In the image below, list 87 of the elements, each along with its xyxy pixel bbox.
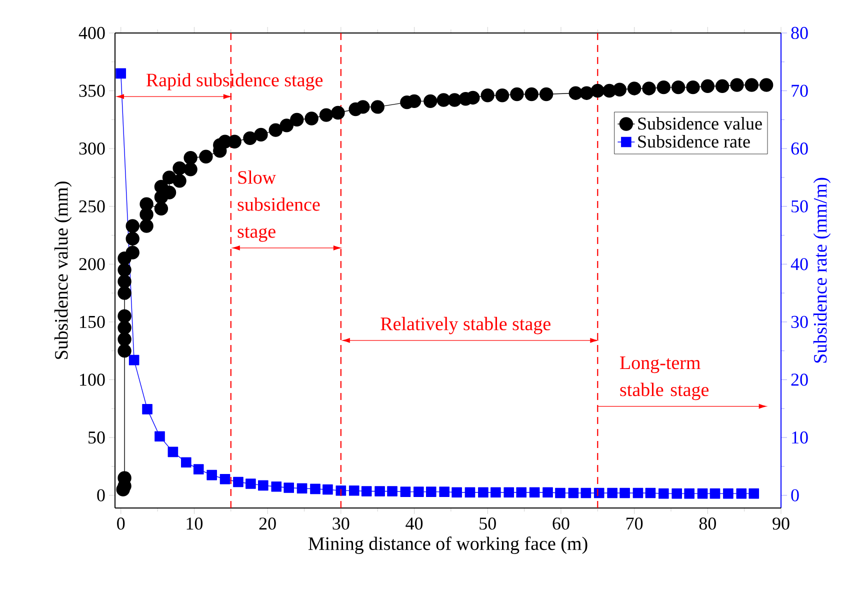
point bbox=[296, 483, 308, 494]
point bbox=[116, 68, 126, 79]
point bbox=[206, 470, 217, 480]
x-tick-label: 0 bbox=[117, 518, 125, 530]
y-tick-label: 300 bbox=[79, 142, 105, 155]
point bbox=[452, 487, 462, 498]
y-tick-label: 0 bbox=[97, 489, 105, 502]
point bbox=[620, 488, 630, 498]
annotation: Slow subsidence stage bbox=[238, 170, 320, 242]
point bbox=[128, 354, 140, 366]
y-tick-label: 200 bbox=[79, 258, 105, 270]
y2-tick-label: 50 bbox=[792, 200, 808, 212]
y2-tick-label: 40 bbox=[790, 258, 808, 270]
point bbox=[310, 484, 320, 494]
x-tick-label: 90 bbox=[772, 518, 790, 530]
y-tick-label: 350 bbox=[79, 84, 105, 97]
point bbox=[246, 478, 256, 489]
point bbox=[414, 486, 424, 497]
x-tick-label: 60 bbox=[552, 518, 570, 530]
point bbox=[400, 486, 411, 497]
x-tick-label: 30 bbox=[332, 518, 350, 530]
point bbox=[426, 486, 436, 497]
y2-tick-label: 10 bbox=[792, 431, 808, 444]
y2-tick-label: 60 bbox=[791, 142, 808, 155]
point bbox=[516, 487, 527, 498]
x-tick-label: 40 bbox=[406, 518, 423, 530]
point bbox=[464, 487, 476, 498]
y-tick-label: 50 bbox=[88, 431, 105, 444]
point bbox=[387, 486, 398, 496]
point bbox=[193, 464, 204, 474]
point bbox=[181, 457, 192, 468]
x-tick-label: 80 bbox=[699, 518, 716, 530]
y2-tick-label: 70 bbox=[792, 84, 808, 97]
point bbox=[748, 488, 760, 499]
point bbox=[271, 481, 282, 492]
point bbox=[439, 486, 450, 497]
point bbox=[154, 431, 165, 442]
point bbox=[348, 486, 360, 496]
y-tick-label: 400 bbox=[78, 26, 105, 40]
point bbox=[361, 486, 372, 496]
x-tick-label: 50 bbox=[480, 518, 496, 530]
point bbox=[710, 488, 720, 499]
point bbox=[284, 482, 294, 493]
point bbox=[478, 487, 488, 498]
point bbox=[322, 484, 333, 495]
point bbox=[580, 488, 592, 498]
point bbox=[736, 488, 747, 499]
point bbox=[684, 488, 694, 499]
point bbox=[168, 446, 178, 458]
point bbox=[220, 474, 230, 484]
point bbox=[607, 488, 618, 498]
point bbox=[555, 488, 566, 498]
x-axis-title: Mining distance of working face (m) bbox=[308, 536, 588, 554]
x-tick-label: 10 bbox=[186, 518, 203, 530]
point bbox=[258, 480, 268, 491]
y-axis-title: Subsidence value (mm) bbox=[54, 182, 72, 359]
point bbox=[632, 488, 644, 498]
legend-label: Subsidence value bbox=[638, 117, 762, 130]
point bbox=[594, 488, 604, 498]
point bbox=[672, 488, 682, 499]
point bbox=[658, 488, 669, 499]
point bbox=[568, 488, 579, 498]
point bbox=[490, 487, 501, 498]
annotation: Relatively stable stage bbox=[380, 316, 550, 334]
y2-tick-label: 20 bbox=[791, 374, 808, 386]
legend-label: Subsidence rate bbox=[638, 135, 750, 148]
y2-tick-label: 30 bbox=[791, 316, 808, 328]
point bbox=[336, 486, 346, 496]
point bbox=[504, 487, 514, 498]
y2-tick-label: 0 bbox=[791, 489, 799, 502]
point bbox=[374, 486, 385, 496]
point bbox=[645, 488, 656, 498]
y-tick-label: 100 bbox=[80, 374, 105, 386]
annotation: Rapid subsidence stage bbox=[146, 73, 323, 90]
annotation: Long-term stable stage bbox=[620, 356, 709, 400]
y2-tick-label: 80 bbox=[791, 26, 808, 40]
point bbox=[529, 487, 540, 498]
point bbox=[233, 476, 244, 488]
x-tick-label: 70 bbox=[626, 518, 643, 530]
y2-axis-title: Subsidence rate (mm/m) bbox=[813, 178, 831, 363]
x-tick-label: 20 bbox=[259, 518, 276, 530]
y-tick-label: 150 bbox=[80, 316, 105, 328]
point bbox=[542, 487, 553, 498]
point bbox=[142, 404, 152, 414]
y-tick-label: 250 bbox=[79, 200, 105, 212]
point bbox=[697, 488, 708, 499]
point bbox=[723, 488, 734, 499]
